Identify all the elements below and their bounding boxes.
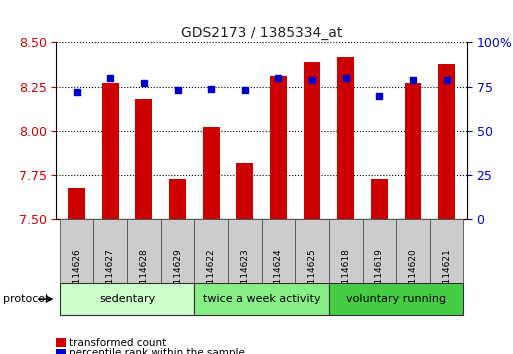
Text: GSM114629: GSM114629 bbox=[173, 248, 182, 303]
FancyBboxPatch shape bbox=[396, 219, 430, 283]
Bar bbox=[338, 57, 354, 219]
Bar bbox=[438, 64, 455, 219]
Text: GSM114626: GSM114626 bbox=[72, 248, 81, 303]
FancyBboxPatch shape bbox=[127, 219, 161, 283]
Text: GSM114622: GSM114622 bbox=[207, 248, 215, 303]
FancyBboxPatch shape bbox=[430, 219, 463, 283]
Bar bbox=[236, 163, 253, 219]
Point bbox=[308, 77, 316, 82]
Bar bbox=[68, 188, 85, 219]
Bar bbox=[405, 83, 421, 219]
Text: sedentary: sedentary bbox=[99, 294, 155, 304]
Bar bbox=[203, 127, 220, 219]
FancyBboxPatch shape bbox=[60, 219, 93, 283]
Point bbox=[376, 93, 384, 98]
Bar bbox=[270, 76, 287, 219]
Point bbox=[207, 86, 215, 91]
Text: transformed count: transformed count bbox=[69, 338, 167, 348]
Text: twice a week activity: twice a week activity bbox=[203, 294, 321, 304]
FancyBboxPatch shape bbox=[363, 219, 396, 283]
Point bbox=[241, 87, 249, 93]
FancyBboxPatch shape bbox=[161, 219, 194, 283]
Point bbox=[106, 75, 114, 81]
Point bbox=[72, 89, 81, 95]
Text: GSM114618: GSM114618 bbox=[341, 248, 350, 303]
FancyBboxPatch shape bbox=[228, 219, 262, 283]
Point bbox=[443, 77, 451, 82]
FancyBboxPatch shape bbox=[295, 219, 329, 283]
FancyBboxPatch shape bbox=[329, 283, 463, 315]
Text: GSM114627: GSM114627 bbox=[106, 248, 115, 303]
Bar bbox=[304, 62, 321, 219]
FancyBboxPatch shape bbox=[329, 219, 363, 283]
FancyBboxPatch shape bbox=[262, 219, 295, 283]
Point bbox=[173, 87, 182, 93]
FancyBboxPatch shape bbox=[60, 283, 194, 315]
Point bbox=[140, 80, 148, 86]
Text: GSM114623: GSM114623 bbox=[240, 248, 249, 303]
Bar bbox=[102, 83, 119, 219]
Point bbox=[342, 75, 350, 81]
Text: GSM114625: GSM114625 bbox=[308, 248, 317, 303]
Text: protocol: protocol bbox=[3, 294, 48, 304]
Title: GDS2173 / 1385334_at: GDS2173 / 1385334_at bbox=[181, 26, 342, 40]
Bar bbox=[169, 179, 186, 219]
Text: GSM114628: GSM114628 bbox=[140, 248, 148, 303]
Point bbox=[274, 75, 283, 81]
FancyBboxPatch shape bbox=[93, 219, 127, 283]
Text: GSM114624: GSM114624 bbox=[274, 248, 283, 303]
Text: voluntary running: voluntary running bbox=[346, 294, 446, 304]
Text: percentile rank within the sample: percentile rank within the sample bbox=[69, 348, 245, 354]
Bar bbox=[135, 99, 152, 219]
Bar bbox=[371, 179, 388, 219]
Text: GSM114621: GSM114621 bbox=[442, 248, 451, 303]
Point bbox=[409, 77, 417, 82]
Text: GSM114619: GSM114619 bbox=[375, 248, 384, 303]
Text: GSM114620: GSM114620 bbox=[408, 248, 418, 303]
FancyBboxPatch shape bbox=[194, 283, 329, 315]
FancyBboxPatch shape bbox=[194, 219, 228, 283]
